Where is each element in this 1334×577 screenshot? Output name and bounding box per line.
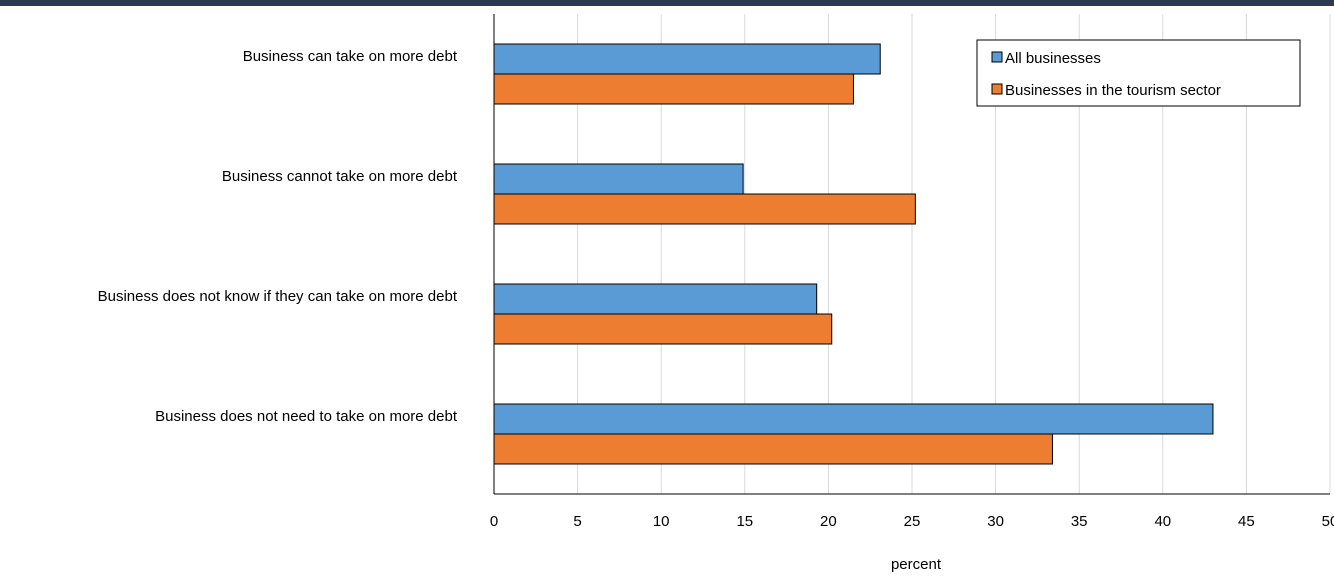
legend-box — [976, 39, 1301, 107]
x-tick-label: 40 — [1154, 513, 1171, 530]
x-axis-title: percent — [891, 556, 942, 573]
bars — [493, 43, 1214, 465]
bar — [493, 193, 916, 225]
legend: All businesses Businesses in the tourism … — [976, 39, 1301, 107]
x-tick-label: 5 — [573, 513, 581, 530]
bar — [493, 73, 854, 105]
category-label: Business can take on more debt — [243, 48, 458, 65]
x-tick-label: 15 — [736, 513, 753, 530]
legend-label: Businesses in the tourism sector — [1005, 82, 1221, 99]
x-tick-label: 20 — [820, 513, 837, 530]
axes — [493, 14, 1330, 495]
x-tick-label: 10 — [653, 513, 670, 530]
legend-swatch — [991, 51, 1003, 63]
x-tick-label: 45 — [1238, 513, 1255, 530]
category-label: Business cannot take on more debt — [222, 168, 458, 185]
bar — [493, 283, 818, 315]
legend-label: All businesses — [1005, 50, 1101, 67]
x-tick-label: 35 — [1071, 513, 1088, 530]
x-tick-label: 50 — [1322, 513, 1334, 530]
x-tick-labels: 0 5 10 15 20 25 30 35 40 45 50 — [490, 513, 1334, 530]
x-tick-label: 25 — [904, 513, 921, 530]
category-label: Business does not need to take on more d… — [155, 408, 458, 425]
bar — [493, 433, 1053, 465]
category-label: Business does not know if they can take … — [98, 288, 458, 305]
top-border-bar — [0, 0, 1334, 6]
category-labels: Business can take on more debt Business c… — [98, 48, 458, 425]
bar — [493, 403, 1214, 435]
bar — [493, 43, 881, 75]
legend-swatch — [991, 83, 1003, 95]
x-tick-label: 30 — [987, 513, 1004, 530]
x-tick-label: 0 — [490, 513, 498, 530]
bar — [493, 163, 744, 195]
bar — [493, 313, 833, 345]
